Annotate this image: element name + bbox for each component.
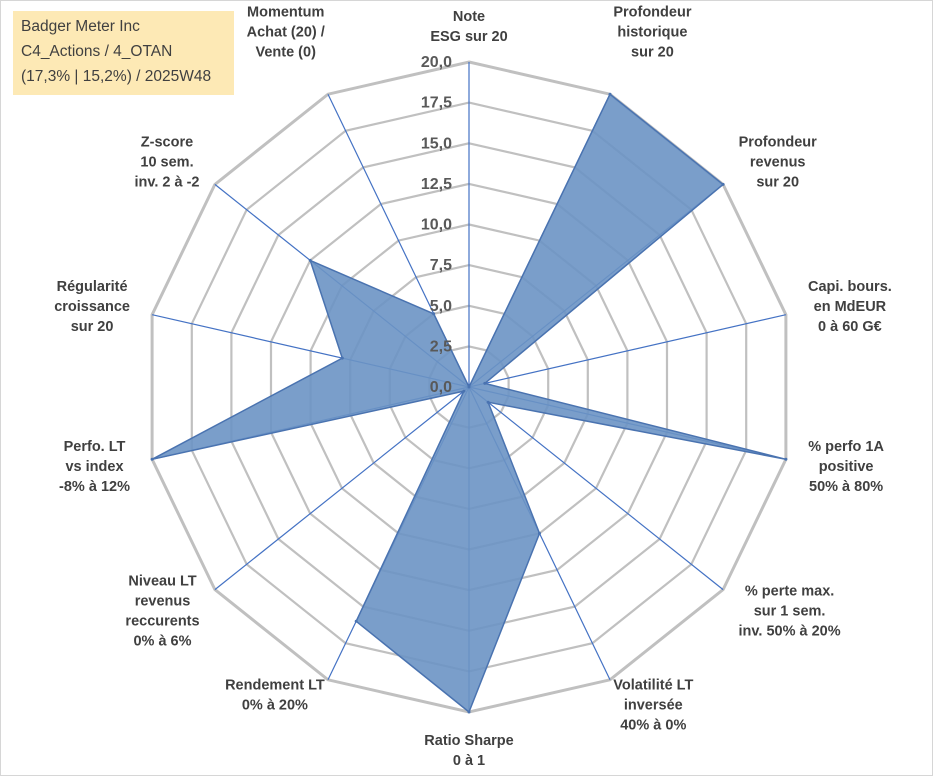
data-point [354,619,358,623]
axis-label-line: inv. 2 à -2 [134,175,199,191]
data-point [784,457,788,461]
axis-label-line: Profondeur [613,5,691,21]
axis-label-line: sur 20 [71,319,114,335]
axis-spoke [468,386,724,591]
data-point [608,92,612,96]
tick-label: 12,5 [421,176,452,193]
axis-label-line: Volatilité LT [613,677,693,693]
axis-label-line: en MdEUR [814,299,887,315]
axis-label-line: vs index [65,459,123,475]
axis-label-line: croissance [54,299,130,315]
axis-label-line: 50% à 80% [809,479,883,495]
axis-label: Profondeur revenus sur 20 [739,135,817,191]
data-point [308,258,312,262]
axis-label-line: -8% à 12% [59,479,130,495]
tick-label: 15,0 [421,135,452,152]
data-point [483,381,487,385]
info-box: Badger Meter Inc C4_Actions / 4_OTAN (17… [13,11,234,95]
axis-label-line: revenus [750,155,806,171]
tick-label: 10,0 [421,217,452,234]
axis-label: Niveau LT revenus reccurents 0% à 6% [125,574,199,650]
axis-label: Volatilité LT inversée 40% à 0% [613,677,693,733]
axis-label-line: 10 sem. [140,155,193,171]
axis-label-line: Achat (20) / [247,25,325,41]
axis-label-line: Capi. bours. [808,279,892,295]
data-point [340,356,344,360]
axis-label-line: Perfo. LT [64,439,126,455]
axis-label-line: Z-score [141,135,193,151]
axis-label: Capi. bours. en MdEUR 0 à 60 G€ [808,279,892,335]
axis-label-line: 0 à 60 G€ [818,319,882,335]
axis-label: Z-score 10 sem. inv. 2 à -2 [134,135,199,191]
axis-label-line: Profondeur [739,135,817,151]
company-name: Badger Meter Inc [21,18,140,35]
axis-label-line: Ratio Sharpe [424,733,513,749]
data-point [467,710,471,714]
axis-label-line: sur 1 sem. [754,604,826,620]
axis-label-line: historique [617,25,687,41]
data-point [721,182,725,186]
tick-label: 0,0 [430,379,452,396]
axis-label-line: inv. 50% à 20% [739,624,841,640]
tick-label: 20,0 [421,54,452,71]
axis-label: Ratio Sharpe 0 à 1 [424,733,513,769]
data-point [462,389,466,393]
axis-label: Note ESG sur 20 [430,9,507,45]
axis-label-line: sur 20 [756,175,799,191]
axis-label-line: positive [819,459,874,475]
axis-label-line: Régularité [57,279,128,295]
axis-label-line: 40% à 0% [620,717,686,733]
axis-label-line: revenus [135,594,191,610]
data-point [538,531,541,535]
axis-label-line: 0% à 20% [242,697,308,713]
data-point [432,312,436,316]
tick-label: 2,5 [430,338,452,355]
axis-label-line: reccurents [125,614,199,630]
axis-label: % perfo 1A positive 50% à 80% [808,439,884,495]
axis-label: Régularité croissance sur 20 [54,279,130,335]
axis-label-line: Momentum [247,5,324,21]
axis-label-line: ESG sur 20 [430,29,507,45]
tick-label: 17,5 [421,95,452,112]
axis-label: Momentum Achat (20) / Vente (0) [247,5,325,61]
axis-label-line: % perfo 1A [808,439,884,455]
portfolio-code: C4_Actions / 4_OTAN [21,43,173,60]
axis-label: Profondeur historique sur 20 [613,5,691,61]
data-point [467,385,471,389]
axis-spoke [214,386,470,591]
performance-week: (17,3% | 15,2%) / 2025W48 [21,68,212,85]
axis-label-line: Rendement LT [225,677,325,693]
axis-label-line: 0% à 6% [133,634,191,650]
axis-label-line: Niveau LT [128,574,196,590]
axis-label-line: % perte max. [745,584,834,600]
axis-label: Rendement LT 0% à 20% [225,677,325,713]
axis-label-line: Vente (0) [255,45,316,61]
axis-label-line: Note [453,9,485,25]
axis-label: Perfo. LT vs index -8% à 12% [59,439,130,495]
axis-spoke [468,314,787,388]
tick-label: 5,0 [430,298,452,315]
axis-label-line: inversée [624,697,683,713]
axis-label: % perte max. sur 1 sem. inv. 50% à 20% [739,584,841,640]
axis-label-line: sur 20 [631,45,674,61]
data-point [486,400,490,404]
axis-label-line: 0 à 1 [453,753,485,769]
data-point [150,457,154,461]
tick-label: 7,5 [430,257,452,274]
